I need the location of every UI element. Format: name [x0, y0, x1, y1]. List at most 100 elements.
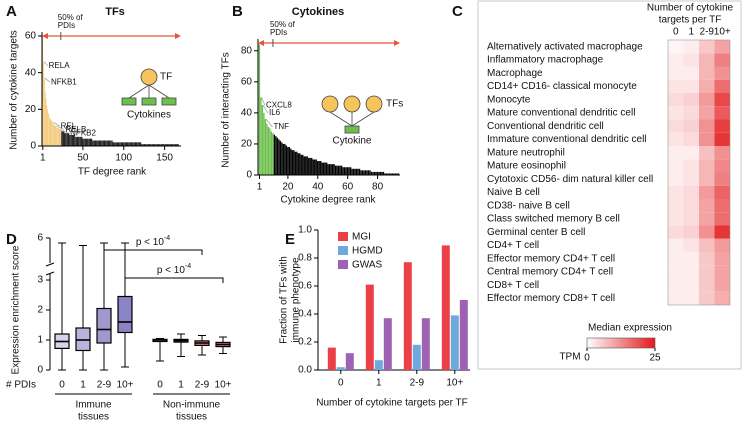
x-axis-label: Cytokine degree rank [280, 195, 376, 206]
x-tick-label: 0 [157, 380, 163, 391]
bar [42, 36, 44, 146]
colorbar-title: Median expression [588, 323, 672, 334]
bar [349, 167, 352, 175]
heatmap-cell [714, 93, 730, 107]
heatmap-cell [683, 225, 699, 239]
p-value-text: p < 10 [136, 237, 165, 248]
heatmap-cell [683, 172, 699, 186]
heatmap-cell [699, 146, 715, 160]
chart-title: TFs [105, 6, 125, 18]
bar [115, 142, 117, 146]
colorbar [586, 337, 656, 349]
bar [358, 168, 361, 175]
bar [65, 133, 66, 146]
y-tick-label: 40 [25, 67, 37, 78]
bar [303, 156, 305, 175]
heatmap-cell [683, 53, 699, 67]
bar [114, 142, 116, 146]
y-tick-label: 20 [241, 139, 253, 150]
bar [336, 165, 338, 175]
bar [107, 140, 108, 146]
heatmap-cell [668, 132, 684, 146]
bar [131, 142, 133, 146]
heatmap-cell [668, 278, 684, 292]
legend-label: HGMD [352, 246, 383, 257]
bar [171, 144, 173, 146]
heatmap-cell [683, 265, 699, 279]
bar [113, 142, 115, 146]
inset-label: TFs [386, 99, 403, 110]
bar [308, 157, 310, 175]
bar [139, 142, 141, 146]
bar [305, 156, 307, 175]
y-tick-label: 0.6 [298, 281, 312, 292]
heatmap-cell [683, 278, 699, 292]
bar [59, 129, 61, 146]
row-label: CD4+ T cell [487, 240, 539, 251]
y-axis-label: Fraction of TFs with [279, 256, 290, 344]
heatmap-cell [699, 66, 715, 80]
y-tick-label: 40 [241, 108, 253, 119]
row-label: Mature neutrophil [487, 147, 565, 158]
bar [151, 144, 152, 146]
bar [300, 154, 302, 175]
bar [285, 145, 287, 175]
p-value-exponent: -4 [164, 235, 170, 242]
bar [326, 162, 328, 175]
colorbar-tick-label: 25 [649, 353, 661, 364]
heatmap-cell [699, 278, 715, 292]
heatmap-cell [714, 212, 730, 226]
bar [421, 318, 430, 370]
y-tick-label: 0 [37, 365, 43, 376]
bar [84, 138, 85, 146]
heatmap-cell [714, 199, 730, 213]
bar [273, 134, 276, 175]
bar [403, 262, 412, 370]
bar [122, 142, 124, 146]
y-tick-label: 2 [37, 305, 43, 316]
heatmap-cell [714, 159, 730, 173]
bar [48, 113, 49, 146]
bar [272, 133, 274, 175]
bar [364, 170, 367, 175]
y-tick-label: 0.2 [298, 337, 312, 348]
bar [54, 125, 56, 146]
p-value: p < 10-4 [157, 263, 191, 276]
bar [278, 139, 280, 175]
label-leader [261, 97, 266, 106]
bar [314, 159, 316, 175]
x-tick-label: 1 [178, 380, 184, 391]
bar [293, 150, 295, 175]
bar [323, 162, 325, 175]
heatmap-cell [714, 132, 730, 146]
heatmap-cell [714, 79, 730, 93]
bar [104, 140, 106, 146]
bar [87, 138, 89, 146]
bar [129, 142, 131, 146]
bar [142, 144, 144, 146]
bar [161, 144, 163, 146]
x-tick-label: 20 [282, 182, 294, 193]
bar [67, 133, 69, 146]
bar [267, 126, 270, 175]
bar [93, 140, 94, 146]
bar [135, 142, 137, 146]
heatmap-cell [668, 66, 684, 80]
heatmap-cell [668, 212, 684, 226]
colorbar-unit: TPM [559, 352, 580, 363]
bar [43, 61, 44, 146]
bar [321, 162, 323, 175]
bar [91, 138, 93, 146]
group-label: Non-immune [163, 400, 221, 411]
bar [387, 173, 389, 175]
bar [145, 144, 147, 146]
bar [78, 136, 80, 146]
label-leader [43, 61, 48, 66]
heatmap-cell [699, 225, 715, 239]
bar [383, 318, 392, 370]
column-label: 2-9 [700, 27, 715, 38]
annotation: PDIs [58, 21, 75, 30]
row-label: CD8+ T cell [487, 280, 539, 291]
x-tick-label: 1 [80, 380, 86, 391]
bar [264, 119, 267, 175]
